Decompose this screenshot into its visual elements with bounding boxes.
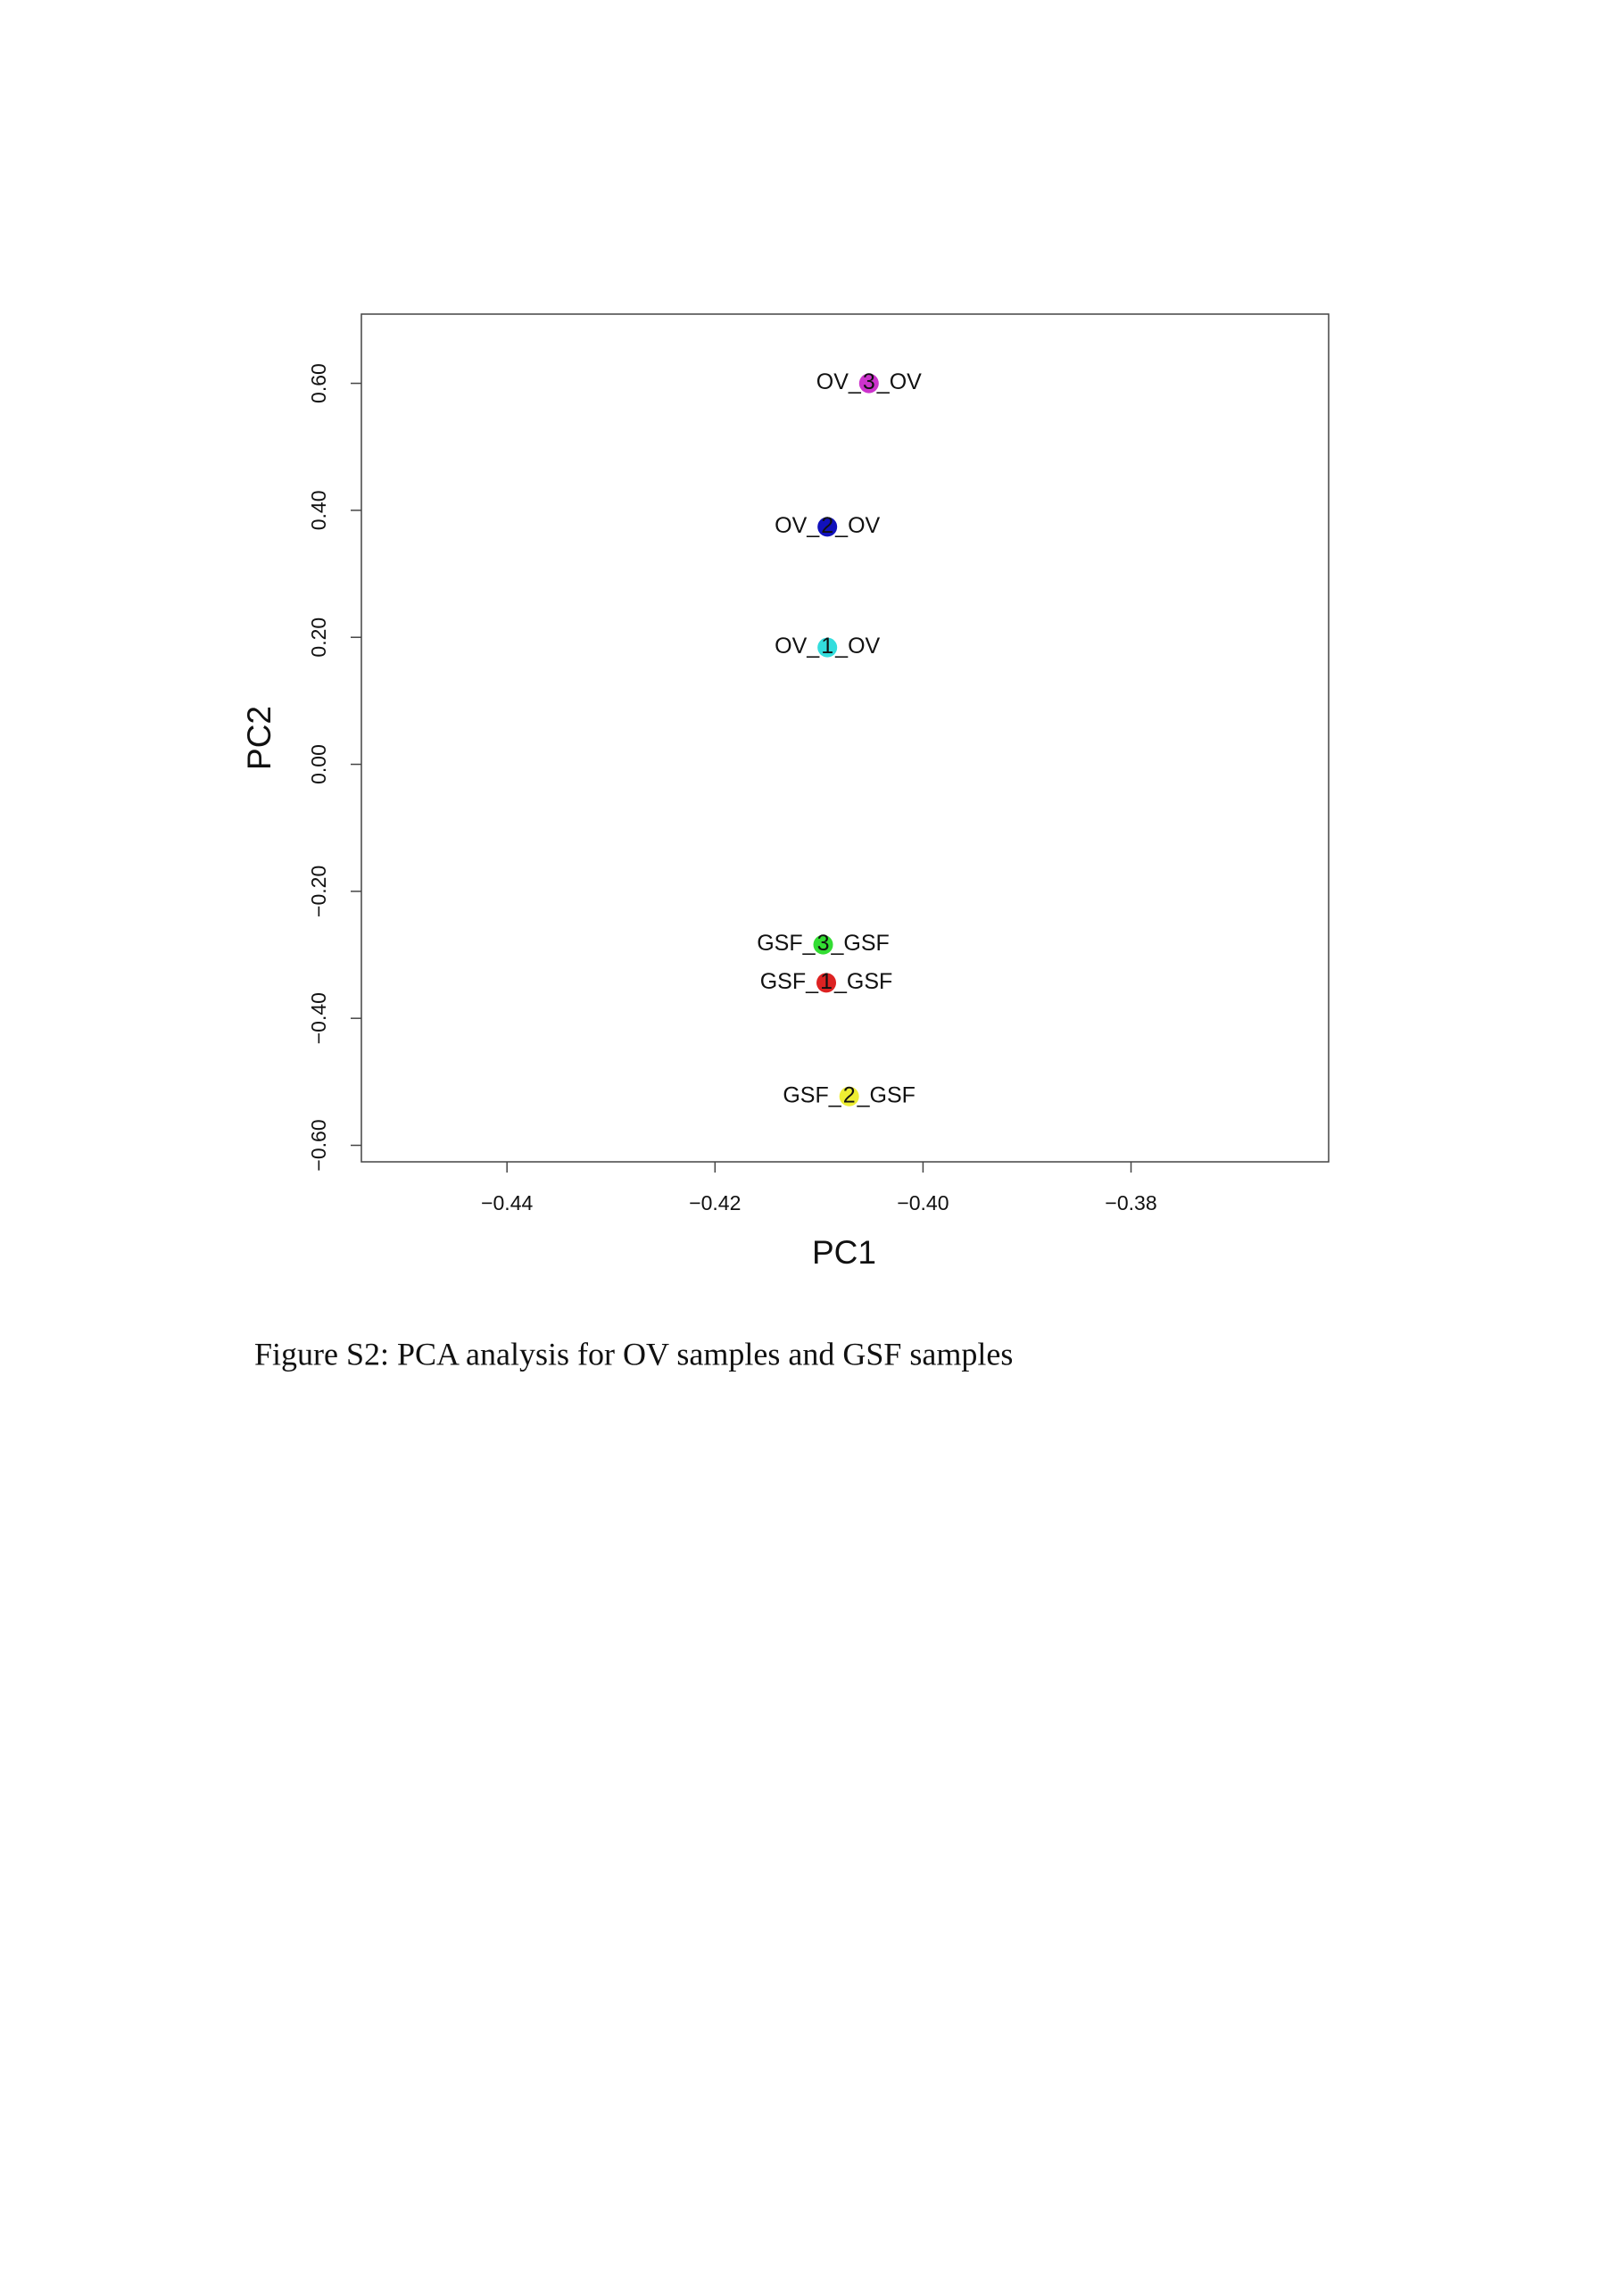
point-label-right: _GSF [833, 969, 892, 994]
x-tick-label: −0.40 [897, 1191, 949, 1214]
point [817, 637, 838, 658]
x-tick-label: −0.44 [481, 1191, 533, 1214]
point-label-right: _OV [834, 513, 880, 538]
point-label-number: 1 [821, 634, 833, 659]
y-tick-label: 0.40 [307, 491, 330, 531]
point-label-right: _OV [834, 634, 880, 659]
point-label-number: 2 [821, 513, 833, 538]
x-tick-label: −0.38 [1105, 1191, 1156, 1214]
x-tick-label: −0.42 [689, 1191, 741, 1214]
y-tick-label: −0.60 [307, 1119, 330, 1171]
point-label-number: 3 [863, 369, 875, 394]
point-label-left: OV_ [775, 634, 820, 659]
y-tick-label: −0.20 [307, 866, 330, 917]
y-tick-label: 0.00 [307, 744, 330, 784]
point-label-right: _GSF [831, 931, 890, 956]
point-label-left: GSF_ [783, 1082, 841, 1107]
point [813, 934, 833, 955]
point [858, 373, 879, 394]
caption: Figure S2: PCA analysis for OV samples a… [254, 1336, 1013, 1372]
x-axis-title: PC1 [812, 1234, 876, 1271]
point-label-number: 1 [820, 969, 833, 994]
point-label-left: OV_ [816, 369, 862, 394]
y-tick-label: −0.40 [307, 992, 330, 1044]
point-label-left: GSF_ [760, 969, 819, 994]
point-label-number: 2 [843, 1082, 856, 1107]
point [816, 973, 837, 993]
y-tick-label: 0.60 [307, 363, 330, 403]
y-axis-title: PC2 [241, 706, 278, 770]
point-label-right: _GSF [857, 1082, 916, 1107]
point-label-left: GSF_ [757, 931, 816, 956]
plot-frame [360, 313, 1330, 1163]
y-tick-label: 0.20 [307, 618, 330, 658]
point [839, 1086, 859, 1107]
point [817, 517, 838, 537]
point-label-right: _OV [876, 369, 922, 394]
point-label-number: 3 [817, 931, 830, 956]
point-label-left: OV_ [775, 513, 820, 538]
